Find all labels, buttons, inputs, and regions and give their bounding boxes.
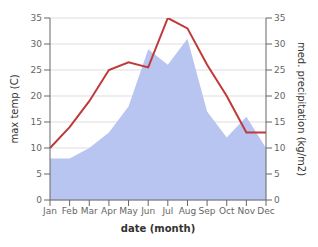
svg-text:20: 20 [31,91,43,101]
svg-text:10: 10 [274,143,286,153]
svg-text:Jun: Jun [140,206,155,216]
svg-text:Mar: Mar [81,206,98,216]
svg-text:5: 5 [274,169,280,179]
svg-text:Feb: Feb [62,206,78,216]
svg-text:date (month): date (month) [121,223,195,234]
svg-text:15: 15 [274,117,285,127]
svg-text:Oct: Oct [219,206,235,216]
svg-text:25: 25 [274,65,285,75]
svg-text:med. precipitation (kg/m2): med. precipitation (kg/m2) [296,42,307,176]
svg-text:30: 30 [31,39,43,49]
svg-text:20: 20 [274,91,286,101]
svg-text:max temp (C): max temp (C) [9,74,20,143]
svg-text:Sep: Sep [199,206,216,216]
svg-text:15: 15 [31,117,42,127]
svg-text:Dec: Dec [257,206,274,216]
svg-text:5: 5 [36,169,42,179]
svg-text:Aug: Aug [179,206,197,216]
svg-text:Jan: Jan [42,206,57,216]
svg-text:Apr: Apr [101,206,117,216]
svg-text:Jul: Jul [161,206,173,216]
svg-text:10: 10 [31,143,43,153]
svg-text:25: 25 [31,65,42,75]
svg-text:30: 30 [274,39,286,49]
svg-text:0: 0 [36,195,42,205]
svg-text:0: 0 [274,195,280,205]
svg-text:May: May [119,206,138,216]
svg-text:35: 35 [274,13,285,23]
svg-text:Nov: Nov [238,206,256,216]
svg-text:35: 35 [31,13,42,23]
